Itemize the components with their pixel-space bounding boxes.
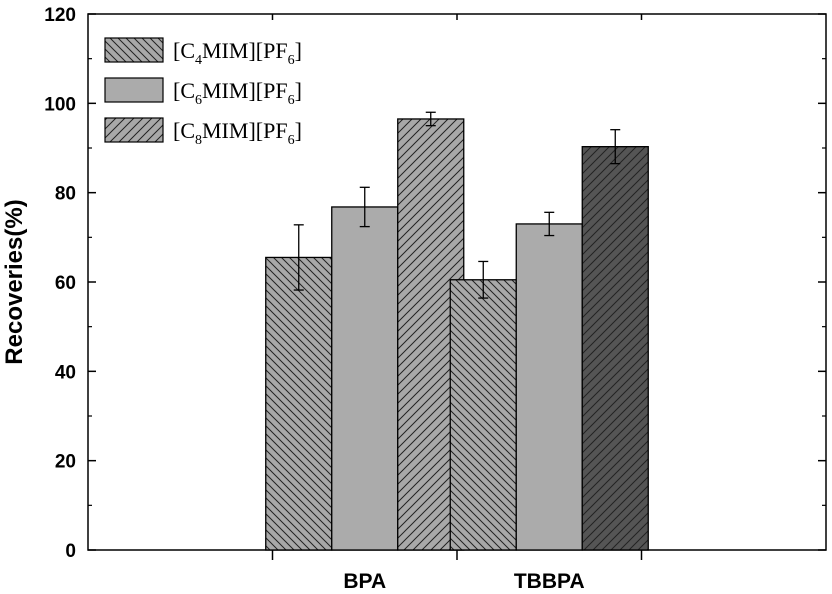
y-axis-title: Recoveries(%) [1,199,28,364]
y-tick-label: 80 [55,184,76,205]
legend-swatch-hatch [105,38,163,62]
y-tick-label: 0 [65,541,76,562]
legend-text-part: [C [173,118,195,143]
legend-text-part: [C [173,78,195,103]
bar-bpa-series-2 [331,206,398,550]
legend-swatch-outline [104,117,164,143]
legend-subscript: 4 [195,53,202,68]
legend-subscript: 8 [195,133,202,148]
legend-text-part: MIM][PF [202,118,288,143]
legend-subscript: 6 [288,133,295,148]
y-tick-label: 40 [55,362,76,383]
y-tick-label: 60 [55,273,76,294]
bar-hatch [450,279,517,550]
legend-text-part: ] [295,118,302,143]
bar-hatch [265,257,332,550]
y-tick-label: 20 [55,452,76,473]
legend-text-part: MIM][PF [202,38,288,63]
legend-swatch-outline [104,77,164,103]
legend-subscript: 6 [288,53,295,68]
legend-subscript: 6 [288,93,295,108]
legend-label: [C8MIM][PF6] [173,118,302,148]
bar-tbbpa-series-2 [516,223,583,550]
legend-swatch [105,78,163,102]
x-category-label: BPA [343,570,386,593]
legend-subscript: 6 [195,93,202,108]
legend-text-part: [C [173,38,195,63]
legend-swatch-hatch [105,118,163,142]
legend-label: [C4MIM][PF6] [173,38,302,68]
y-tick-label: 120 [44,5,76,26]
y-tick-label: 100 [44,94,76,115]
legend-label: [C6MIM][PF6] [173,78,302,108]
x-category-label: TBBPA [514,570,585,593]
legend-text-part: MIM][PF [202,78,288,103]
bar-hatch [582,146,649,550]
legend-swatch-outline [104,37,164,63]
legend-text-part: ] [295,78,302,103]
legend-text-part: ] [295,38,302,63]
